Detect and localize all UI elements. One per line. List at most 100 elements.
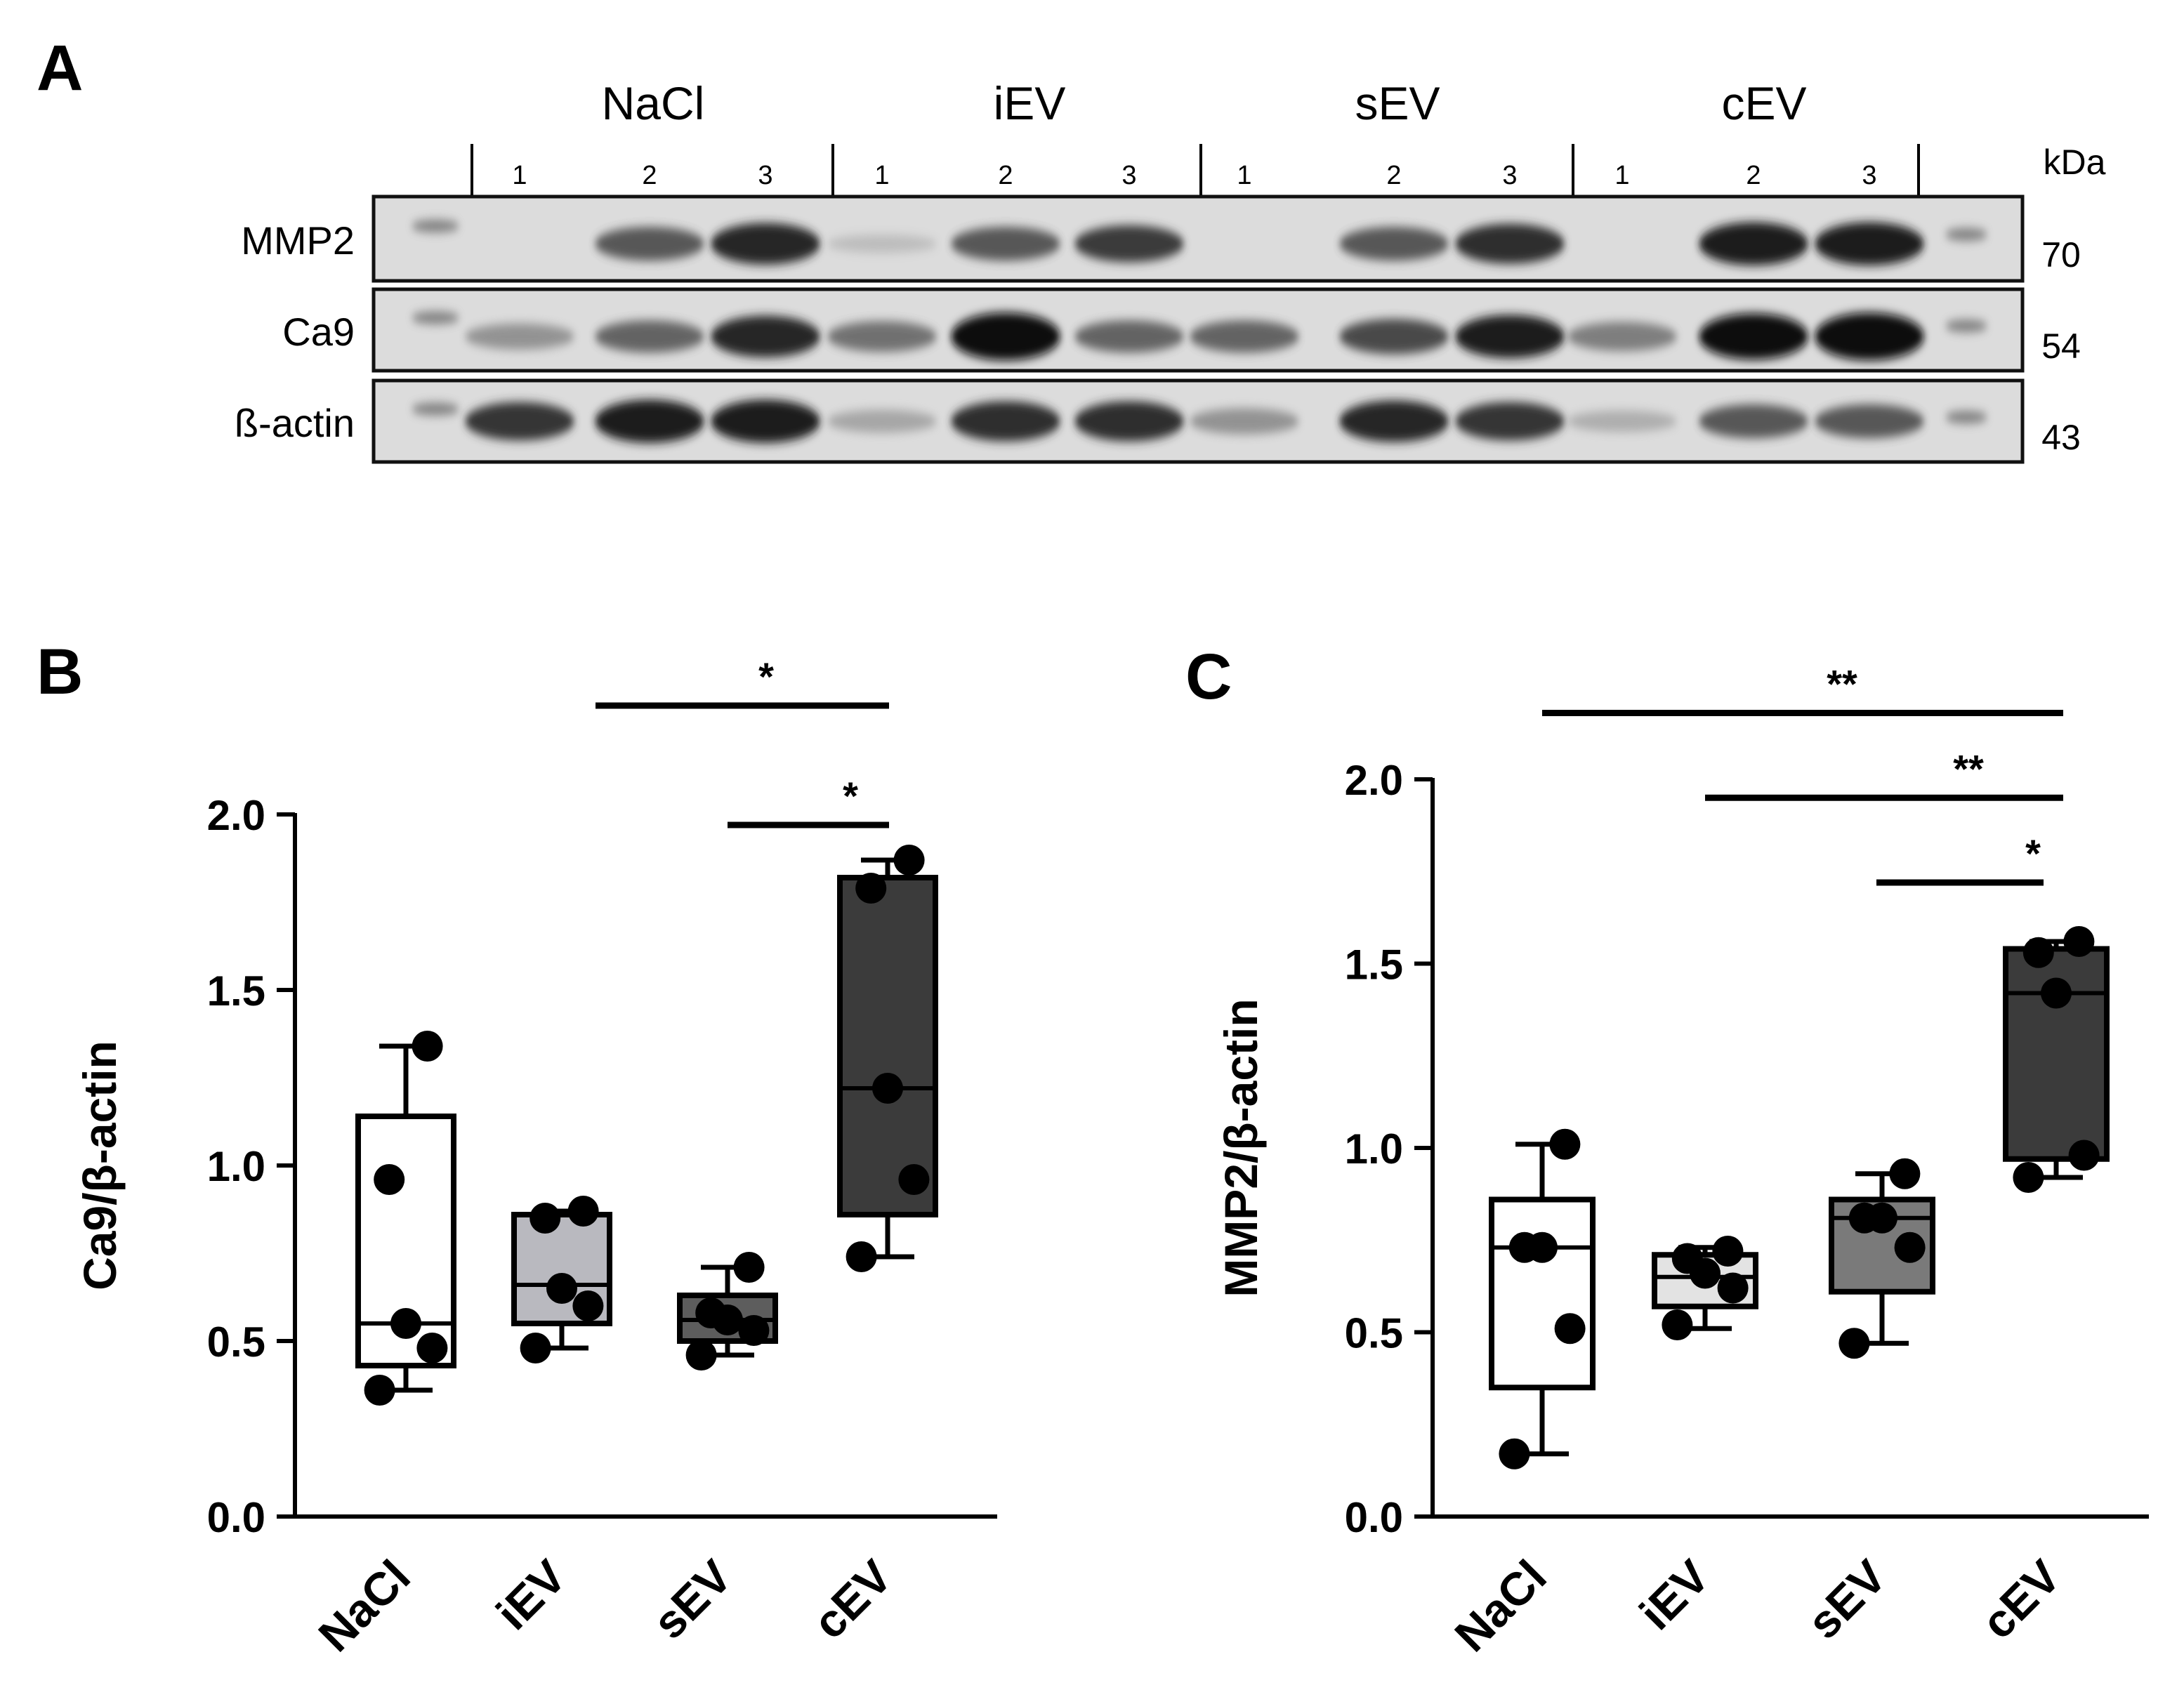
lane-number: 1: [1237, 161, 1251, 190]
lane-number: 2: [642, 161, 657, 190]
western-blot: NaCl iEV sEV cEV 1 2 3 1 2 3 1 2 3 1 2 3 kDa MMP2 70…: [235, 77, 2106, 464]
lane-number: 3: [1862, 161, 1876, 190]
data-point: [572, 1290, 604, 1321]
panel-label-b: B: [37, 636, 83, 708]
blot-rows: MMP2 70 Ca9 54 ß-actin 43: [235, 194, 2081, 464]
box-iqr: [837, 875, 938, 1217]
data-point: [1848, 1202, 1880, 1234]
lane-number: 2: [1386, 161, 1401, 190]
blot-row-label: MMP2: [241, 218, 355, 263]
blot-band: [1074, 225, 1184, 263]
kda-value: 70: [2041, 235, 2081, 275]
blot-band: [711, 399, 820, 443]
blot-band: [1074, 401, 1184, 442]
x-tick-label: cEV: [1971, 1550, 2070, 1649]
lane-number: 1: [512, 161, 527, 190]
significance-label: *: [2025, 831, 2041, 876]
blot-band: [1699, 222, 1808, 265]
blot-row: Ca9 54: [282, 287, 2081, 373]
ladder-band: [412, 220, 459, 232]
blot-group-labels: NaCl iEV sEV cEV: [602, 77, 1807, 129]
kda-value: 43: [2041, 418, 2081, 457]
data-point: [685, 1340, 717, 1371]
data-point: [846, 1241, 877, 1272]
box-group: [1829, 1158, 1935, 1359]
blot-band: [1699, 404, 1808, 439]
data-point: [2041, 977, 2072, 1009]
blot-band: [711, 223, 820, 265]
lane-number: 3: [1121, 161, 1136, 190]
y-tick-label: 2.0: [1345, 757, 1403, 804]
x-tick-label: sEV: [1797, 1550, 1896, 1649]
data-point: [898, 1164, 930, 1195]
blot-band: [1455, 315, 1565, 358]
blot-row-label: Ca9: [282, 310, 355, 354]
data-point: [1508, 1231, 1540, 1263]
kda-label: kDa: [2044, 143, 2106, 182]
data-point: [364, 1375, 395, 1406]
data-point: [1838, 1328, 1870, 1359]
lane-numbers: 1 2 3 1 2 3 1 2 3 1 2 3: [512, 161, 1876, 190]
box-iqr: [1489, 1196, 1596, 1391]
box-group: [837, 845, 938, 1272]
blot-group-label: NaCl: [602, 77, 705, 129]
data-point: [1662, 1309, 1693, 1340]
blot-band: [951, 401, 1060, 442]
data-point: [2063, 926, 2095, 957]
blot-row: ß-actin 43: [235, 378, 2081, 464]
data-point: [1554, 1313, 1586, 1345]
panel-label-c: C: [1185, 641, 1232, 713]
blot-band: [1699, 313, 1808, 360]
blot-band: [951, 312, 1060, 361]
significance-label: *: [843, 774, 858, 818]
y-tick-label: 1.0: [1345, 1125, 1403, 1173]
y-tick-label: 0.0: [1345, 1494, 1403, 1541]
lane-number: 3: [1502, 161, 1517, 190]
x-tick-label: iEV: [486, 1550, 576, 1640]
blot-band: [951, 227, 1060, 261]
data-point: [695, 1297, 727, 1328]
blot-band: [595, 320, 704, 353]
blot-band: [1339, 227, 1449, 261]
blot-dividers: [471, 144, 1920, 197]
data-point: [1549, 1128, 1581, 1160]
blot-band: [1815, 222, 1924, 265]
data-point: [412, 1031, 443, 1062]
blot-band: [465, 402, 574, 441]
data-point: [2068, 1140, 2100, 1171]
blot-band: [827, 235, 937, 253]
blot-band: [711, 315, 820, 357]
data-point: [1712, 1236, 1744, 1267]
data-point: [872, 1073, 903, 1104]
data-point: [520, 1333, 551, 1363]
blot-band: [1339, 400, 1449, 442]
blot-row: MMP2 70: [241, 194, 2081, 283]
data-point: [529, 1203, 561, 1234]
lane-number: 1: [1614, 161, 1629, 190]
data-point: [733, 1252, 765, 1283]
blot-band: [1455, 223, 1565, 264]
y-tick-label: 1.0: [207, 1143, 265, 1190]
blot-band: [827, 321, 937, 352]
blot-group-label: iEV: [994, 77, 1066, 129]
box-group: [511, 1196, 612, 1363]
data-point: [738, 1315, 770, 1346]
data-point: [2013, 1162, 2044, 1193]
data-point: [1894, 1231, 1926, 1263]
y-axis-label: MMP2/β-actin: [1215, 998, 1267, 1297]
blot-band: [1190, 408, 1299, 435]
box-group: [1652, 1236, 1758, 1340]
blot-row-label: ß-actin: [235, 401, 355, 445]
ladder-band: [1945, 411, 1987, 424]
lane-number: 2: [1746, 161, 1761, 190]
chart-c: 0.0 0.5 1.0 1.5 2.0 MMP2/β-actin NaCl iEV sEV cEV…: [1215, 662, 2149, 1661]
data-point: [893, 845, 925, 876]
data-point: [390, 1308, 421, 1339]
x-tick-label: cEV: [803, 1550, 902, 1649]
box-group: [2003, 926, 2110, 1193]
data-point: [374, 1164, 405, 1195]
blot-band: [1074, 320, 1184, 353]
box-group: [1489, 1128, 1596, 1469]
blot-band: [1815, 404, 1924, 439]
box-group: [677, 1252, 778, 1371]
